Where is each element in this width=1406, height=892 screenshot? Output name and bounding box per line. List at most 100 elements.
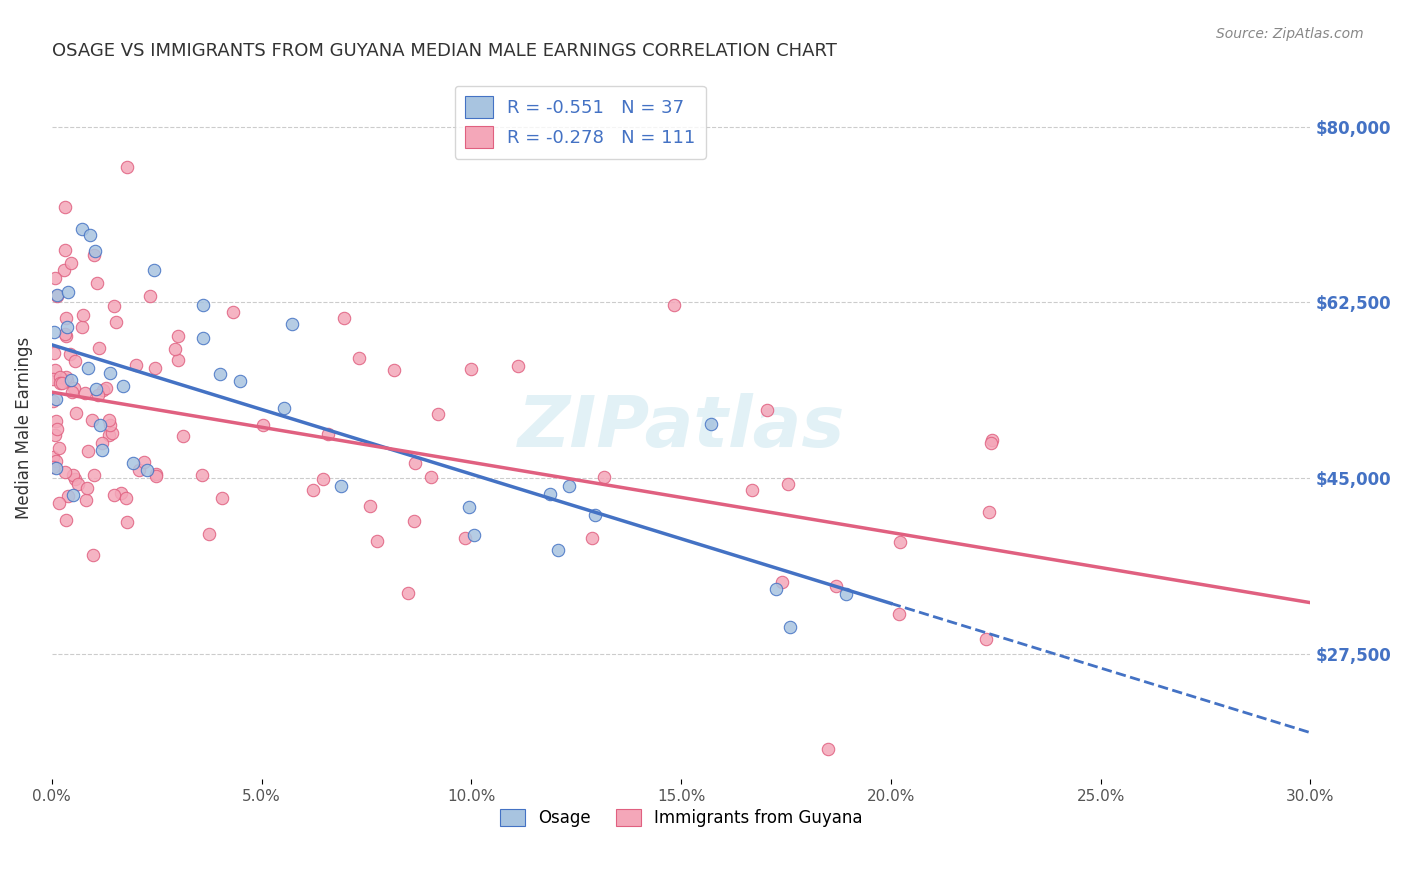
Point <box>125 359 148 373</box>
Point <box>163 342 186 356</box>
Point <box>273 401 295 415</box>
Point <box>132 455 155 469</box>
Point <box>45 460 67 475</box>
Point <box>86 276 108 290</box>
Point <box>547 543 569 558</box>
Point <box>46 288 69 302</box>
Point <box>87 388 110 402</box>
Point <box>143 263 166 277</box>
Point <box>58 347 80 361</box>
Point <box>145 360 167 375</box>
Point <box>42 393 65 408</box>
Point <box>44 271 66 285</box>
Point <box>48 495 70 509</box>
Point <box>53 327 76 342</box>
Point <box>58 285 80 299</box>
Point <box>889 534 911 549</box>
Point <box>191 330 214 344</box>
Point <box>112 379 135 393</box>
Point <box>42 459 65 474</box>
Point <box>825 579 848 593</box>
Point <box>209 367 232 381</box>
Point <box>145 467 167 482</box>
Point <box>756 402 779 417</box>
Point <box>83 468 105 483</box>
Point <box>776 477 799 491</box>
Text: ZIPatlas: ZIPatlas <box>517 393 845 462</box>
Point <box>65 406 87 420</box>
Point <box>45 288 67 302</box>
Point <box>51 376 73 390</box>
Point <box>53 465 76 479</box>
Point <box>55 370 77 384</box>
Point <box>211 491 233 506</box>
Point <box>329 479 352 493</box>
Point <box>103 488 125 502</box>
Point <box>419 470 441 484</box>
Point <box>252 418 274 433</box>
Point <box>48 442 70 456</box>
Point <box>191 298 214 312</box>
Point <box>75 493 97 508</box>
Point <box>166 329 188 343</box>
Point <box>83 248 105 262</box>
Y-axis label: Median Male Earnings: Median Male Earnings <box>15 336 32 519</box>
Point <box>60 385 83 400</box>
Point <box>316 426 339 441</box>
Point <box>404 456 426 470</box>
Point <box>889 607 911 622</box>
Point <box>765 582 787 596</box>
Point <box>115 516 138 530</box>
Point <box>347 351 370 365</box>
Point <box>664 298 686 312</box>
Point <box>128 463 150 477</box>
Point <box>540 487 562 501</box>
Point <box>359 499 381 513</box>
Point <box>396 586 419 600</box>
Point <box>46 422 69 436</box>
Point <box>44 427 66 442</box>
Point <box>222 305 245 319</box>
Point <box>55 200 77 214</box>
Point <box>55 311 77 326</box>
Point <box>55 513 77 527</box>
Point <box>98 427 121 442</box>
Point <box>229 374 252 388</box>
Point <box>55 244 77 258</box>
Point <box>454 531 477 545</box>
Point <box>100 425 122 440</box>
Point <box>42 450 65 464</box>
Point <box>172 429 194 443</box>
Point <box>94 381 117 395</box>
Point <box>73 385 96 400</box>
Point <box>281 317 304 331</box>
Point <box>76 481 98 495</box>
Point <box>426 408 449 422</box>
Point <box>84 382 107 396</box>
Point <box>105 315 128 329</box>
Point <box>89 417 111 432</box>
Text: Source: ZipAtlas.com: Source: ZipAtlas.com <box>1216 27 1364 41</box>
Point <box>190 468 212 483</box>
Point <box>49 370 72 384</box>
Point <box>42 346 65 360</box>
Point <box>508 359 530 374</box>
Point <box>977 504 1000 518</box>
Point <box>62 468 84 483</box>
Point <box>56 490 79 504</box>
Point <box>136 463 159 477</box>
Point <box>60 255 83 269</box>
Point <box>70 222 93 236</box>
Point <box>82 548 104 562</box>
Point <box>98 413 121 427</box>
Point <box>44 363 66 377</box>
Point <box>333 310 356 325</box>
Point <box>110 486 132 500</box>
Point <box>301 483 323 497</box>
Point <box>77 360 100 375</box>
Text: OSAGE VS IMMIGRANTS FROM GUYANA MEDIAN MALE EARNINGS CORRELATION CHART: OSAGE VS IMMIGRANTS FROM GUYANA MEDIAN M… <box>52 42 837 60</box>
Point <box>312 472 335 486</box>
Point <box>145 469 167 483</box>
Point <box>115 491 138 505</box>
Point <box>460 362 482 376</box>
